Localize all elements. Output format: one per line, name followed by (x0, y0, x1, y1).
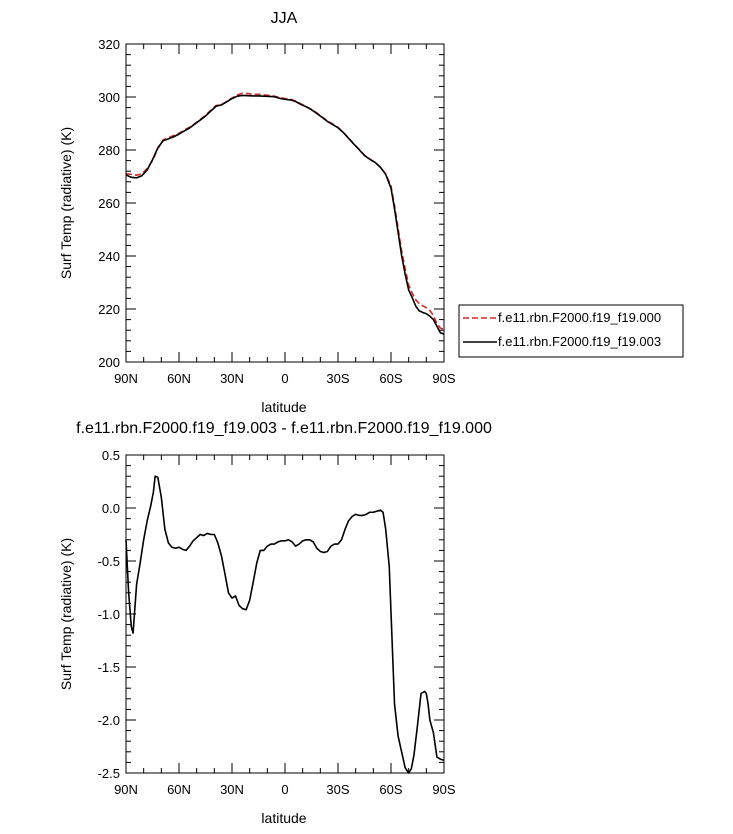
legend-label-003: f.e11.rbn.F2000.f19_f19.003 (498, 334, 661, 349)
legend: f.e11.rbn.F2000.f19_f19.000 f.e11.rbn.F2… (458, 304, 684, 358)
x-tick-label: 30S (326, 782, 349, 797)
y-tick-label: 0.0 (102, 501, 120, 516)
x-tick-label: 30S (326, 371, 349, 386)
top-chart: JJA 90N 60N 30N 0 30S 60S 90S 200 220 240 260 280 30… (58, 10, 684, 415)
y-tick-label: 220 (98, 302, 120, 317)
bottom-chart: f.e11.rbn.F2000.f19_f19.003 - f.e11.rbn.… (58, 420, 492, 826)
y-tick-label: 240 (98, 249, 120, 264)
x-tick-label: 30N (220, 371, 244, 386)
y-tick-label: -0.5 (98, 554, 120, 569)
x-tick-label: 0 (281, 782, 288, 797)
x-tick-label: 0 (281, 371, 288, 386)
x-tick-label: 60S (379, 371, 402, 386)
top-chart-lines (125, 92, 445, 335)
x-tick-label: 90N (114, 782, 138, 797)
x-tick-label: 90S (432, 371, 455, 386)
y-tick-label: -1.5 (98, 660, 120, 675)
series-line-0 (125, 475, 445, 774)
x-tick-label: 30N (220, 782, 244, 797)
y-axis-label: Surf Temp (radiative) (K) (58, 538, 74, 690)
legend-label-000: f.e11.rbn.F2000.f19_f19.000 (498, 310, 661, 325)
y-tick-label: -2.5 (98, 766, 120, 781)
y-axis-label: Surf Temp (radiative) (K) (58, 127, 74, 279)
y-tick-label: 300 (98, 90, 120, 105)
y-tick-label: -2.0 (98, 713, 120, 728)
x-axis-label: latitude (261, 399, 306, 415)
y-tick-label: -1.0 (98, 607, 120, 622)
x-axis-label: latitude (261, 810, 306, 826)
series-line-1 (125, 94, 445, 335)
chart-title: JJA (271, 10, 298, 27)
difference-line (125, 475, 445, 774)
x-tick-label: 60S (379, 782, 402, 797)
axis-ticks: 90N 60N 30N 0 30S 60S 90S -2.5 -2.0 -1.5 -1.0 -0.5 0… (98, 448, 456, 797)
y-tick-label: 200 (98, 355, 120, 370)
axis-ticks: 90N 60N 30N 0 30S 60S 90S 200 220 240 260 280 300 320 (98, 37, 456, 386)
y-tick-label: 280 (98, 143, 120, 158)
y-tick-label: 260 (98, 196, 120, 211)
x-tick-label: 60N (167, 782, 191, 797)
x-tick-label: 60N (167, 371, 191, 386)
difference-chart-title: f.e11.rbn.F2000.f19_f19.003 - f.e11.rbn.… (76, 420, 492, 437)
x-tick-label: 90N (114, 371, 138, 386)
y-tick-label: 320 (98, 37, 120, 52)
series-line-0 (125, 92, 445, 331)
y-tick-label: 0.5 (102, 448, 120, 463)
x-tick-label: 90S (432, 782, 455, 797)
plot-frame (125, 43, 445, 363)
legend-box (458, 304, 684, 358)
